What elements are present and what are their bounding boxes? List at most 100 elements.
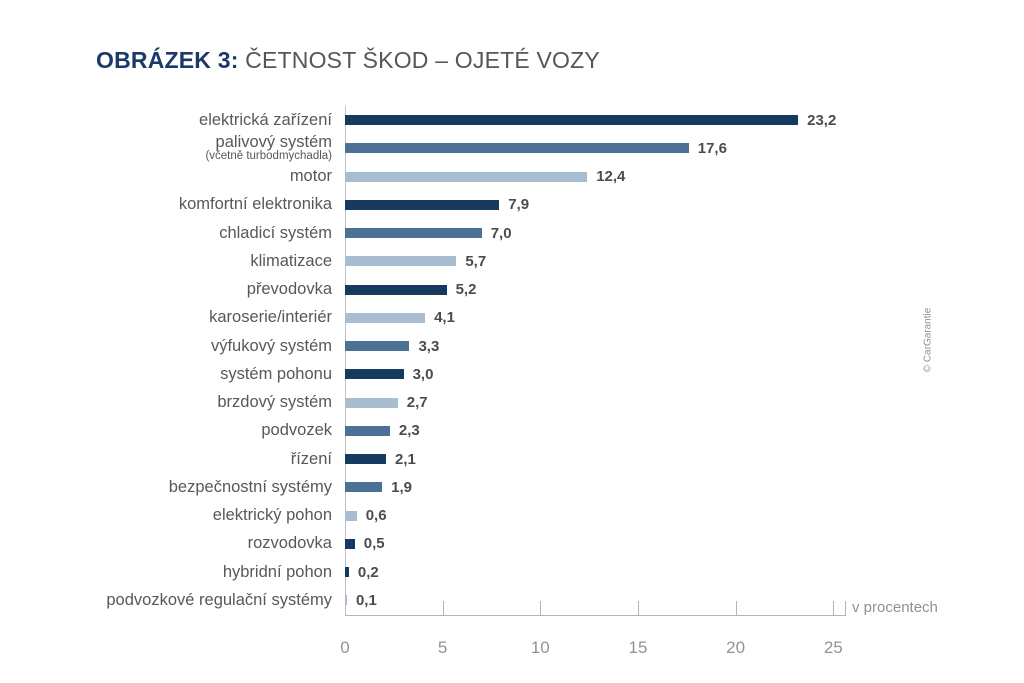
bar-track: 17,6 xyxy=(345,134,845,162)
bar-track: 0,2 xyxy=(345,558,845,586)
bar xyxy=(345,199,500,210)
bar-label-cell: motor xyxy=(0,168,345,185)
bar-label-cell: bezpečnostní systémy xyxy=(0,479,345,496)
bar-row: rozvodovka 0,5 xyxy=(0,530,845,558)
bar-track: 1,9 xyxy=(345,473,845,501)
bar-track: 0,5 xyxy=(345,530,845,558)
bar-label-cell: palivový systém (včetně turbodmychadla) xyxy=(0,133,345,164)
bar xyxy=(345,312,426,323)
bar-track: 23,2 xyxy=(345,106,845,134)
bar-label: klimatizace xyxy=(250,251,332,270)
bar-label-cell: elektrická zařízení xyxy=(0,111,345,129)
bar-label: rozvodovka xyxy=(247,534,332,553)
bar-value: 3,0 xyxy=(412,365,434,383)
bar xyxy=(345,397,398,408)
bar-label: elektrický pohon xyxy=(212,506,332,525)
bar-track: 12,4 xyxy=(345,163,845,191)
bar xyxy=(345,171,588,182)
bar-row: hybridní pohon 0,2 xyxy=(0,558,845,586)
bar-label-cell: chladicí systém xyxy=(0,224,345,242)
bar xyxy=(345,256,457,267)
bar-label: karoserie/interiér xyxy=(209,308,332,327)
page-title: OBRÁZEK 3: ČETNOST ŠKOD – OJETÉ VOZY xyxy=(96,47,600,74)
bar xyxy=(345,115,799,126)
bar xyxy=(345,510,357,521)
bar-label-cell: karoserie/interiér xyxy=(0,309,345,326)
bar-track: 3,0 xyxy=(345,360,845,388)
bar-value: 2,1 xyxy=(395,450,416,468)
bar-label: motor xyxy=(289,167,332,186)
bar-value: 0,6 xyxy=(365,507,387,525)
axis-tick-label: 25 xyxy=(823,637,843,657)
bar-row: klimatizace 5,7 xyxy=(0,247,845,275)
bar-row: podvozkové regulační systémy 0,1 xyxy=(0,586,845,614)
bar-label-cell: komfortní elektronika xyxy=(0,196,345,213)
bar-sublabel: (včetně turbodmychadla) xyxy=(205,150,332,163)
bar-track: 2,1 xyxy=(345,445,845,473)
bar-label: hybridní pohon xyxy=(222,562,332,581)
bar-value: 7,0 xyxy=(490,224,512,242)
bar-row: řízení 2,1 xyxy=(0,445,845,473)
bar-label: komfortní elektronika xyxy=(178,195,332,214)
axis-unit-label: v procentech xyxy=(852,598,938,616)
bar-label-cell: hybridní pohon xyxy=(0,562,345,581)
bar-value: 0,5 xyxy=(363,535,385,553)
bar-track: 7,9 xyxy=(345,191,845,219)
bar-track: 2,7 xyxy=(345,389,845,417)
bar-row: motor 12,4 xyxy=(0,163,845,191)
bar-track: 2,3 xyxy=(345,417,845,445)
bar xyxy=(345,341,410,352)
bar-track: 7,0 xyxy=(345,219,845,247)
title-text: ČETNOST ŠKOD – OJETÉ VOZY xyxy=(245,47,600,73)
bar-label-cell: převodovka xyxy=(0,281,345,298)
bar-value: 7,9 xyxy=(508,196,530,214)
bar-value: 4,1 xyxy=(434,309,455,327)
bar-value: 1,9 xyxy=(391,478,412,496)
bar-row: elektrická zařízení 23,2 xyxy=(0,106,845,134)
bar xyxy=(345,425,390,436)
axis-tick xyxy=(540,600,542,616)
bar xyxy=(345,482,383,493)
bar-label-cell: brzdový systém xyxy=(0,394,345,411)
bar xyxy=(345,538,355,549)
axis-tick-label: 15 xyxy=(628,637,648,657)
bar-label-cell: podvozek xyxy=(0,422,345,439)
bar-label-cell: výfukový systém xyxy=(0,337,345,355)
bar-row: elektrický pohon 0,6 xyxy=(0,502,845,530)
bar xyxy=(345,567,349,578)
bar-label: systém pohonu xyxy=(220,364,332,383)
bar-value: 0,1 xyxy=(355,591,377,609)
bar-label-cell: elektrický pohon xyxy=(0,507,345,524)
bar-row: karoserie/interiér 4,1 xyxy=(0,304,845,332)
title-prefix: OBRÁZEK 3: xyxy=(96,47,239,73)
bar-row: bezpečnostní systémy 1,9 xyxy=(0,473,845,501)
bar-label: podvozek xyxy=(261,421,332,440)
bar-chart: elektrická zařízení 23,2 palivový systém… xyxy=(0,106,938,666)
bar xyxy=(345,143,689,154)
axis-tick-label: 5 xyxy=(437,637,448,657)
bar-label-cell: klimatizace xyxy=(0,253,345,270)
bar-track: 0,1 xyxy=(345,586,845,614)
bar-label: řízení xyxy=(290,449,332,468)
bar-label: podvozkové regulační systémy xyxy=(106,590,332,609)
axis-tick-label: 0 xyxy=(340,637,350,657)
bar-value: 5,7 xyxy=(465,252,487,270)
bar-track: 0,6 xyxy=(345,502,845,530)
bar-value: 2,3 xyxy=(398,422,420,440)
y-axis-line xyxy=(345,106,346,615)
x-axis: v procentech 0 5 10 15 20 25 xyxy=(340,599,938,666)
copyright-watermark: © CarGarantie xyxy=(922,307,934,373)
bar xyxy=(345,369,404,380)
bar-row: brzdový systém 2,7 xyxy=(0,389,845,417)
bar-rows: elektrická zařízení 23,2 palivový systém… xyxy=(0,106,845,615)
bar-track: 4,1 xyxy=(345,304,845,332)
bar-row: chladicí systém 7,0 xyxy=(0,219,845,247)
bar-track: 5,7 xyxy=(345,247,845,275)
bar-value: 3,3 xyxy=(418,337,440,355)
axis-tick-label: 20 xyxy=(726,637,746,657)
bar xyxy=(345,228,482,239)
bar-value: 2,7 xyxy=(406,394,428,412)
axis-tick xyxy=(637,600,639,616)
axis-tick xyxy=(735,600,737,616)
